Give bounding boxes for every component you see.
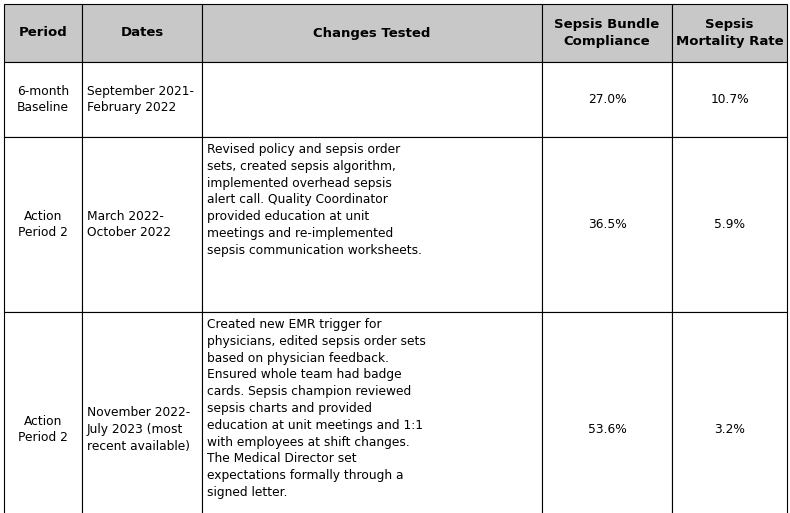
Bar (672, 4, 787, 62)
Bar (542, 4, 672, 62)
Text: Action
Period 2: Action Period 2 (18, 415, 68, 444)
Text: Period: Period (19, 27, 67, 40)
Text: 3.2%: 3.2% (714, 423, 745, 436)
Text: Dates: Dates (120, 27, 164, 40)
Bar (202, 62, 542, 137)
Bar (82, 312, 202, 513)
Text: 5.9%: 5.9% (714, 218, 745, 231)
Bar (672, 137, 787, 312)
Bar (542, 312, 672, 513)
Text: 53.6%: 53.6% (588, 423, 626, 436)
Text: March 2022-
October 2022: March 2022- October 2022 (87, 210, 171, 240)
Bar (672, 62, 787, 137)
Text: Created new EMR trigger for
physicians, edited sepsis order sets
based on physic: Created new EMR trigger for physicians, … (207, 318, 426, 499)
Text: November 2022-
July 2023 (most
recent available): November 2022- July 2023 (most recent av… (87, 406, 190, 453)
Text: 27.0%: 27.0% (588, 93, 626, 106)
Bar (82, 62, 202, 137)
Bar (4, 4, 82, 62)
Text: 10.7%: 10.7% (710, 93, 749, 106)
Text: 36.5%: 36.5% (588, 218, 626, 231)
Text: Action
Period 2: Action Period 2 (18, 210, 68, 240)
Bar (672, 312, 787, 513)
Bar (202, 4, 542, 62)
Bar (4, 137, 82, 312)
Bar (4, 312, 82, 513)
Text: September 2021-
February 2022: September 2021- February 2022 (87, 85, 194, 114)
Bar (202, 312, 542, 513)
Bar (4, 62, 82, 137)
Bar (82, 4, 202, 62)
Text: 6-month
Baseline: 6-month Baseline (17, 85, 69, 114)
Text: Revised policy and sepsis order
sets, created sepsis algorithm,
implemented over: Revised policy and sepsis order sets, cr… (207, 143, 422, 257)
Bar (542, 62, 672, 137)
Text: Sepsis Bundle
Compliance: Sepsis Bundle Compliance (555, 18, 660, 48)
Bar (542, 137, 672, 312)
Text: Changes Tested: Changes Tested (314, 27, 431, 40)
Bar (202, 137, 542, 312)
Bar (82, 137, 202, 312)
Text: Sepsis
Mortality Rate: Sepsis Mortality Rate (675, 18, 784, 48)
